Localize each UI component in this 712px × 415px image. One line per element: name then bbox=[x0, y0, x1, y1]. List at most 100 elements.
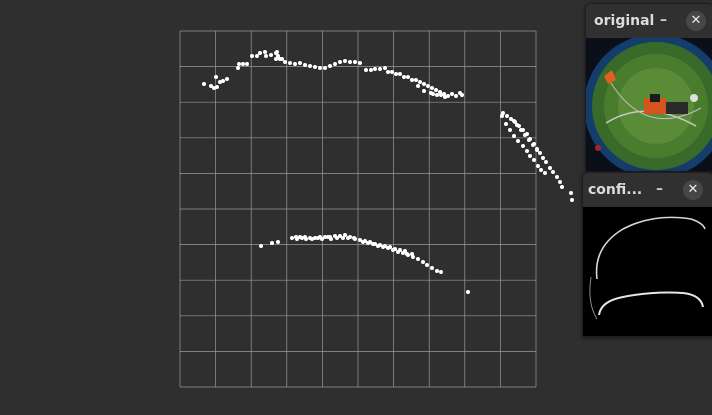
scan-point bbox=[376, 244, 380, 248]
scan-point bbox=[460, 93, 464, 97]
scan-point bbox=[329, 237, 333, 241]
scan-point bbox=[551, 170, 555, 174]
scan-point bbox=[259, 244, 263, 248]
minimize-button[interactable]: – bbox=[656, 181, 663, 197]
scan-point bbox=[394, 72, 398, 76]
scan-point bbox=[535, 148, 539, 152]
scan-point bbox=[521, 144, 525, 148]
scan-point bbox=[371, 242, 375, 246]
scan-point bbox=[373, 67, 377, 71]
scan-point bbox=[410, 78, 414, 82]
scan-point bbox=[310, 237, 314, 241]
scan-point bbox=[398, 72, 402, 76]
scan-point bbox=[326, 235, 330, 239]
scan-point bbox=[215, 85, 219, 89]
scan-point bbox=[341, 236, 345, 240]
scan-point bbox=[406, 75, 410, 79]
scan-point bbox=[418, 80, 422, 84]
scan-point bbox=[276, 54, 280, 58]
scan-point bbox=[430, 266, 434, 270]
scan-point bbox=[264, 54, 268, 58]
scan-point bbox=[245, 62, 249, 66]
scan-point bbox=[353, 60, 357, 64]
scan-point bbox=[528, 154, 532, 158]
scan-point bbox=[543, 171, 547, 175]
scan-point bbox=[421, 260, 425, 264]
scan-point bbox=[358, 238, 362, 242]
scan-point bbox=[435, 269, 439, 273]
scan-point bbox=[390, 70, 394, 74]
scan-point bbox=[531, 143, 535, 147]
scan-point bbox=[536, 164, 540, 168]
scan-point bbox=[386, 246, 390, 250]
scan-point bbox=[422, 89, 426, 93]
scan-point bbox=[426, 84, 430, 88]
scan-point bbox=[225, 77, 229, 81]
scan-point bbox=[328, 64, 332, 68]
scan-point bbox=[250, 54, 254, 58]
scan-point bbox=[558, 180, 562, 184]
scan-point bbox=[361, 240, 365, 244]
scan-point bbox=[548, 166, 552, 170]
confidence-window-titlebar[interactable]: confi... – ✕ bbox=[583, 173, 712, 207]
scan-point bbox=[343, 233, 347, 237]
scan-point bbox=[280, 57, 284, 61]
scan-point bbox=[369, 68, 373, 72]
scan-point bbox=[410, 252, 414, 256]
original-window-titlebar[interactable]: original – ✕ bbox=[586, 4, 712, 38]
window-title: confi... bbox=[588, 182, 643, 198]
scan-point bbox=[202, 82, 206, 86]
scan-point bbox=[454, 94, 458, 98]
confidence-image bbox=[583, 207, 712, 336]
scan-point bbox=[288, 61, 292, 65]
scan-point bbox=[221, 79, 225, 83]
scan-point bbox=[391, 248, 395, 252]
scan-point bbox=[435, 93, 439, 97]
scan-point bbox=[214, 75, 218, 79]
scan-point bbox=[263, 50, 267, 54]
scan-point bbox=[378, 67, 382, 71]
scan-point bbox=[505, 114, 509, 118]
scan-point bbox=[338, 60, 342, 64]
scan-point bbox=[358, 61, 362, 65]
close-button[interactable]: ✕ bbox=[686, 11, 706, 31]
scan-point bbox=[364, 68, 368, 72]
scan-point bbox=[570, 198, 574, 202]
scan-point bbox=[386, 70, 390, 74]
scan-point bbox=[512, 119, 516, 123]
scan-point bbox=[383, 66, 387, 70]
scan-point bbox=[439, 270, 443, 274]
scan-point bbox=[555, 175, 559, 179]
scan-point bbox=[270, 241, 274, 245]
scan-point bbox=[509, 117, 513, 121]
scan-point bbox=[443, 95, 447, 99]
fisheye-image bbox=[586, 34, 712, 171]
confidence-window[interactable]: confi... – ✕ bbox=[582, 172, 712, 337]
point-cloud bbox=[202, 50, 574, 294]
scan-point bbox=[269, 53, 273, 57]
scan-point bbox=[348, 60, 352, 64]
scan-point bbox=[515, 123, 519, 127]
scan-point bbox=[316, 236, 320, 240]
scan-point bbox=[335, 236, 339, 240]
scan-point bbox=[293, 62, 297, 66]
minimize-button[interactable]: – bbox=[660, 12, 667, 28]
scan-point bbox=[318, 66, 322, 70]
scan-point bbox=[519, 128, 523, 132]
scan-point bbox=[381, 245, 385, 249]
close-button[interactable]: ✕ bbox=[683, 180, 703, 200]
scan-point bbox=[425, 263, 429, 267]
scan-point bbox=[396, 250, 400, 254]
scan-point bbox=[274, 57, 278, 61]
scan-point bbox=[276, 240, 280, 244]
scan-point bbox=[237, 62, 241, 66]
scan-point bbox=[544, 160, 548, 164]
original-window[interactable]: original – ✕ bbox=[585, 3, 712, 172]
scan-point bbox=[352, 236, 356, 240]
scan-point bbox=[569, 191, 573, 195]
scan-point bbox=[439, 93, 443, 97]
scan-point bbox=[366, 241, 370, 245]
scan-point bbox=[241, 62, 245, 66]
scan-point bbox=[466, 290, 470, 294]
scan-point bbox=[416, 257, 420, 261]
